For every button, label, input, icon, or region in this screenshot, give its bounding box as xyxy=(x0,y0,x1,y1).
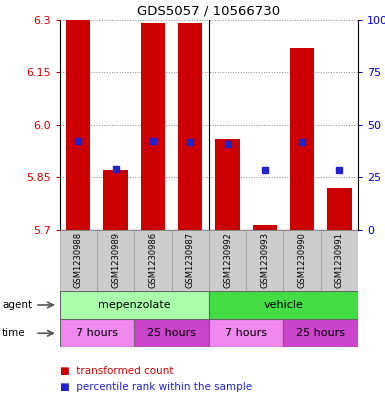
FancyBboxPatch shape xyxy=(209,319,283,347)
Text: 25 hours: 25 hours xyxy=(296,328,345,338)
Title: GDS5057 / 10566730: GDS5057 / 10566730 xyxy=(137,4,280,17)
FancyBboxPatch shape xyxy=(283,319,358,347)
Text: GSM1230992: GSM1230992 xyxy=(223,232,232,288)
FancyBboxPatch shape xyxy=(172,230,209,291)
FancyBboxPatch shape xyxy=(283,230,321,291)
FancyBboxPatch shape xyxy=(60,291,209,319)
Text: GSM1230988: GSM1230988 xyxy=(74,232,83,288)
FancyBboxPatch shape xyxy=(134,319,209,347)
Text: vehicle: vehicle xyxy=(263,300,303,310)
Text: 7 hours: 7 hours xyxy=(76,328,118,338)
FancyBboxPatch shape xyxy=(321,230,358,291)
Text: GSM1230986: GSM1230986 xyxy=(148,232,157,288)
FancyBboxPatch shape xyxy=(97,230,134,291)
Text: ■  transformed count: ■ transformed count xyxy=(60,366,173,376)
Text: 25 hours: 25 hours xyxy=(147,328,196,338)
Text: mepenzolate: mepenzolate xyxy=(98,300,171,310)
FancyBboxPatch shape xyxy=(60,319,134,347)
FancyBboxPatch shape xyxy=(209,291,358,319)
FancyBboxPatch shape xyxy=(246,230,283,291)
Text: agent: agent xyxy=(2,300,32,310)
Bar xyxy=(66,20,90,230)
Text: ■  percentile rank within the sample: ■ percentile rank within the sample xyxy=(60,382,252,392)
FancyBboxPatch shape xyxy=(209,230,246,291)
Text: 7 hours: 7 hours xyxy=(225,328,267,338)
Text: time: time xyxy=(2,328,25,338)
Bar xyxy=(141,23,165,230)
Bar xyxy=(290,48,314,230)
Bar xyxy=(327,188,352,230)
Text: GSM1230990: GSM1230990 xyxy=(298,232,306,288)
Text: GSM1230989: GSM1230989 xyxy=(111,232,120,288)
Text: GSM1230991: GSM1230991 xyxy=(335,232,344,288)
Bar xyxy=(104,170,128,230)
Bar xyxy=(253,225,277,230)
FancyBboxPatch shape xyxy=(134,230,172,291)
Bar xyxy=(178,23,203,230)
Text: GSM1230987: GSM1230987 xyxy=(186,232,195,288)
Bar xyxy=(215,139,239,230)
FancyBboxPatch shape xyxy=(60,230,97,291)
Text: GSM1230993: GSM1230993 xyxy=(260,232,269,288)
